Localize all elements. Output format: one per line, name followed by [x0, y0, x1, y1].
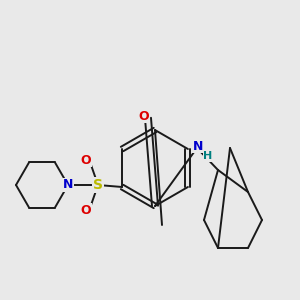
Text: O: O — [81, 203, 91, 217]
Text: H: H — [203, 151, 213, 161]
Text: N: N — [193, 140, 203, 152]
Text: O: O — [81, 154, 91, 166]
Text: N: N — [63, 178, 73, 191]
Text: O: O — [139, 110, 149, 122]
Text: S: S — [93, 178, 103, 192]
